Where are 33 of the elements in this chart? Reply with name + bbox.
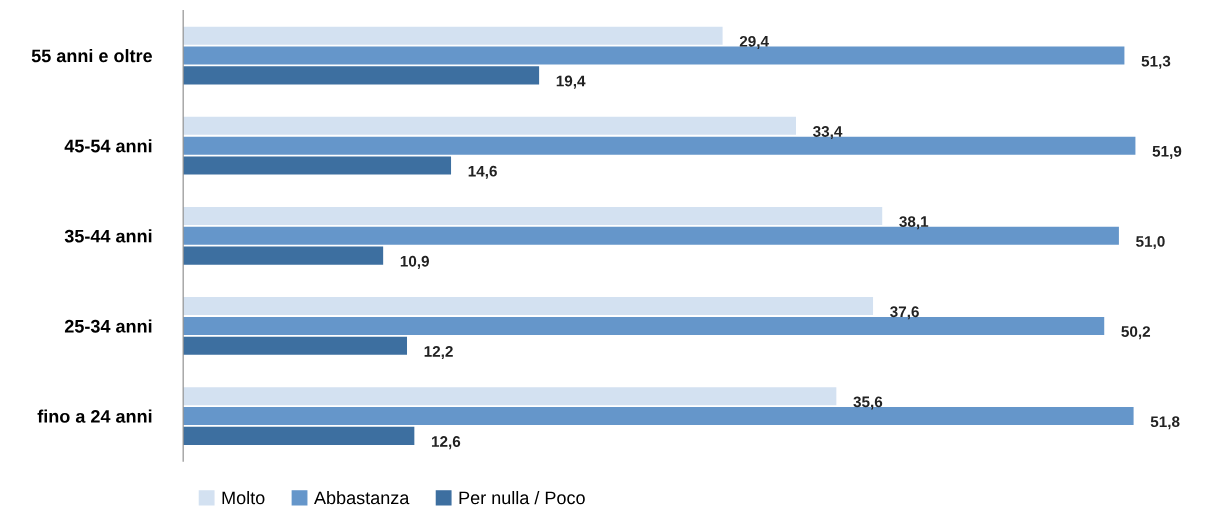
bar: [183, 26, 723, 45]
bar: [183, 246, 384, 265]
data-label: 19,4: [556, 75, 586, 89]
y-tick-label: 25-34 anni: [64, 319, 152, 333]
bar: [183, 297, 874, 316]
data-label: 12,6: [431, 436, 461, 450]
data-label: 10,9: [400, 255, 429, 269]
y-tick-label: fino a 24 anni: [37, 409, 152, 423]
data-label: 35,6: [853, 396, 883, 410]
data-label: 37,6: [890, 306, 919, 320]
legend-label: Molto: [222, 490, 265, 505]
data-label: 50,2: [1121, 326, 1151, 340]
y-tick-label: 35-44 anni: [64, 229, 152, 243]
legend-label: Per nulla / Poco: [459, 490, 585, 505]
data-label: 51,0: [1136, 236, 1165, 250]
data-label: 38,1: [899, 216, 929, 230]
data-label: 51,8: [1150, 416, 1180, 430]
data-label: 51,9: [1152, 145, 1182, 159]
bar: [183, 116, 796, 135]
y-tick-label: 55 anni e oltre: [31, 49, 152, 63]
data-label: 33,4: [813, 126, 843, 140]
bar: [183, 387, 837, 406]
data-label: 29,4: [739, 35, 769, 49]
legend-label: Abbastanza: [314, 490, 410, 505]
bar: [183, 426, 415, 445]
bar: [183, 66, 540, 85]
bar: [183, 336, 408, 355]
data-label: 12,2: [424, 345, 453, 360]
data-label: 51,3: [1141, 55, 1171, 69]
bar: [183, 206, 883, 225]
data-label: 14,6: [468, 165, 497, 179]
bar: [183, 156, 452, 175]
y-tick-label: 45-54 anni: [64, 139, 152, 153]
